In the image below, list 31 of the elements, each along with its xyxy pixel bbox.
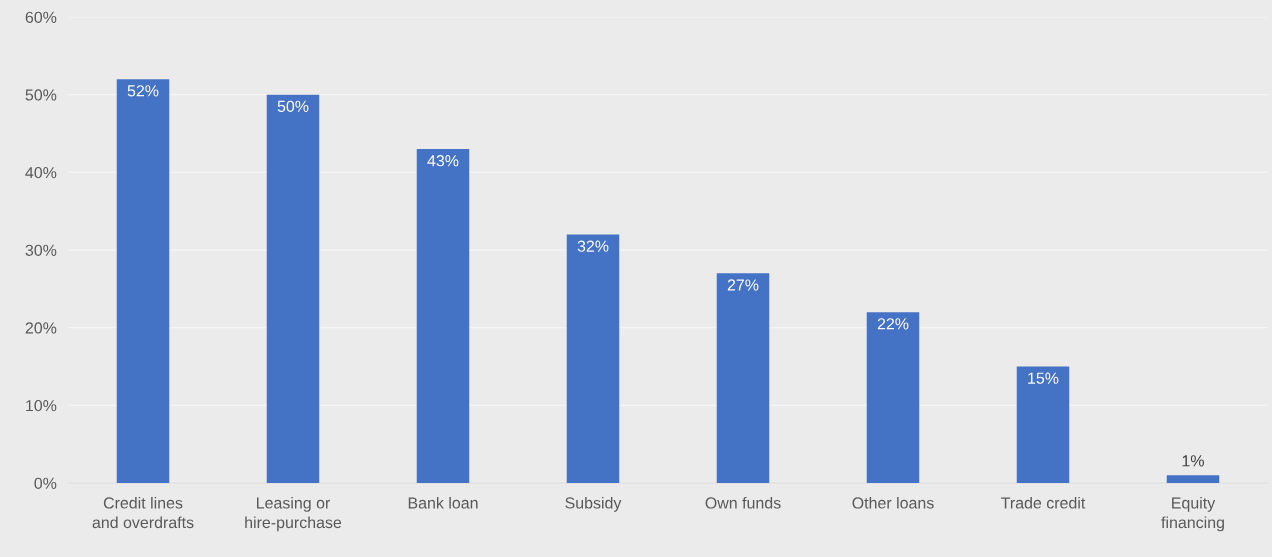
x-tick-label: Bank loan	[408, 496, 478, 509]
y-tick-label: 0%	[34, 477, 57, 489]
data-label: 22%	[877, 318, 909, 330]
data-label: 27%	[727, 279, 759, 291]
bar	[716, 273, 770, 483]
y-tick-label: 60%	[25, 11, 57, 23]
y-tick-label: 10%	[26, 399, 57, 412]
data-label: 32%	[577, 240, 609, 252]
data-label: 43%	[427, 155, 459, 167]
y-tick-label: 40%	[25, 166, 57, 179]
y-tick-label: 30%	[25, 244, 57, 256]
x-tick-label: Trade credit	[1001, 496, 1086, 509]
x-tick-label: Leasing or hire-purchase	[245, 496, 342, 532]
x-tick-label: Credit lines and overdrafts	[92, 496, 194, 529]
x-tick-label: Equity financing	[1161, 496, 1224, 532]
data-label: 52%	[127, 85, 159, 97]
bar	[266, 94, 320, 483]
y-tick-label: 50%	[25, 89, 57, 101]
bar	[1016, 366, 1070, 483]
bar	[866, 312, 920, 483]
bar	[416, 149, 470, 483]
bar	[566, 234, 620, 483]
data-label: 15%	[1028, 372, 1059, 384]
x-tick-label: Own funds	[705, 496, 781, 509]
data-label: 1%	[1182, 455, 1204, 467]
x-tick-label: Other loans	[852, 496, 934, 509]
y-tick-label: 20%	[25, 322, 57, 334]
data-label: 50%	[277, 100, 309, 112]
x-tick-label: Subsidy	[565, 496, 622, 512]
bar	[116, 79, 170, 483]
bar	[1166, 475, 1220, 483]
